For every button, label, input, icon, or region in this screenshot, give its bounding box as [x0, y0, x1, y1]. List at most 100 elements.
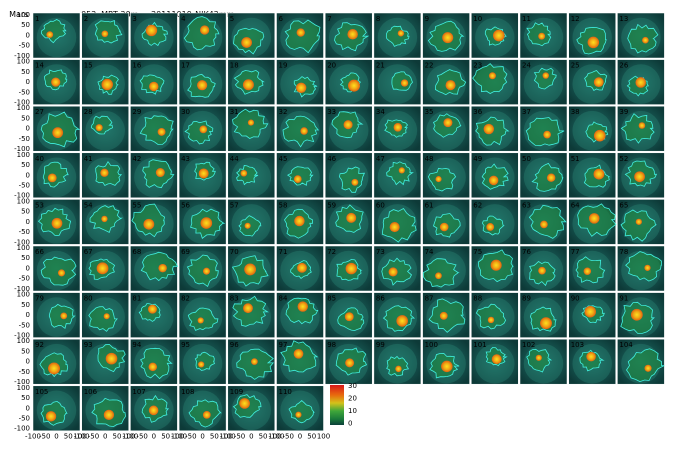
panel-hotspot: [588, 213, 600, 224]
map-panel: 9: [422, 12, 470, 59]
map-panel: 105: [32, 385, 81, 432]
map-panel: 21: [373, 59, 422, 105]
map-panel: 99: [373, 338, 422, 385]
map-panel: 65: [617, 199, 665, 245]
panel-label: 45: [279, 155, 288, 163]
map-panel: 33: [324, 105, 373, 152]
panel-label: 53: [35, 201, 44, 209]
panel-label: 52: [619, 155, 628, 163]
panel-label: 80: [84, 295, 93, 303]
map-panel: 107: [130, 385, 178, 432]
panel-hotspot: [100, 168, 109, 177]
panel-label: 38: [571, 108, 580, 116]
map-panel: 79: [32, 292, 81, 338]
y-tick-label: -100: [14, 378, 30, 386]
map-panel: 13: [617, 12, 665, 59]
panel-hotspot: [393, 123, 403, 132]
panel-hotspot: [295, 411, 302, 418]
x-tick-label: -100: [171, 432, 187, 440]
panel-hotspot: [535, 354, 542, 361]
panel-label: 4: [181, 15, 186, 23]
x-tick-label: 0: [200, 432, 204, 440]
panel-hotspot: [241, 37, 252, 48]
x-tick-label: 0: [54, 432, 58, 440]
panel-label: 98: [327, 341, 336, 349]
map-panel: 92: [32, 338, 81, 385]
plot-header: Mars: [4, 1, 28, 19]
panel-background: [276, 245, 324, 292]
panel-label: 26: [619, 62, 628, 70]
panel-label: 61: [425, 201, 434, 209]
panel-label: 93: [84, 341, 93, 349]
x-tick-label: 100: [268, 432, 281, 440]
panel-hotspot: [200, 25, 210, 35]
colorbar-fill: [330, 385, 344, 425]
panel-hotspot: [243, 303, 253, 314]
panel-hotspot: [103, 409, 115, 421]
x-tick-label: 0: [249, 432, 253, 440]
panel-label: 75: [473, 248, 482, 256]
panel-label: 100: [425, 341, 438, 349]
panel-label: 91: [619, 295, 628, 303]
map-panel: 102: [519, 338, 568, 385]
map-panel: 3: [130, 12, 178, 59]
panel-hotspot: [587, 36, 600, 49]
y-tick-label: 0: [26, 218, 30, 226]
panel-hotspot: [239, 398, 250, 409]
panel-hotspot: [486, 223, 495, 231]
y-tick-label: 50: [21, 347, 30, 355]
map-panel: 30: [178, 105, 227, 152]
map-panel: 27: [32, 105, 81, 152]
y-tick-label: 100: [17, 104, 30, 112]
map-panel: 2: [81, 12, 129, 59]
panel-hotspot: [635, 218, 642, 225]
panel-contour: [140, 347, 173, 380]
map-panel: 46: [324, 152, 373, 199]
x-tick-label: 50: [161, 432, 170, 440]
colorbar-tick-label: 30: [348, 382, 357, 390]
panel-hotspot: [293, 348, 304, 359]
panel-hotspot: [389, 222, 400, 233]
y-tick-label: -50: [19, 42, 30, 50]
y-tick-label: -50: [19, 414, 30, 422]
y-tick-label: 50: [21, 254, 30, 262]
panel-label: 81: [132, 295, 141, 303]
panel-label: 47: [376, 155, 385, 163]
panel-hotspot: [197, 317, 204, 324]
panel-label: 68: [132, 248, 141, 256]
panel-contour: [422, 258, 460, 288]
map-panel: 106: [81, 385, 129, 432]
panel-hotspot: [583, 267, 592, 276]
y-tick-label: 100: [17, 244, 30, 252]
panel-hotspot: [483, 123, 494, 135]
panel-label: 44: [230, 155, 239, 163]
panel-label: 17: [181, 62, 190, 70]
colorbar-tick-label: 10: [348, 407, 357, 415]
panel-hotspot: [488, 72, 496, 80]
y-tick-label: 50: [21, 394, 30, 402]
x-tick-label: -100: [74, 432, 90, 440]
y-tick-label: -100: [14, 332, 30, 340]
map-panel: 15: [81, 59, 129, 105]
panel-contour: [472, 63, 508, 94]
panel-label: 97: [279, 341, 288, 349]
panel-hotspot: [490, 259, 502, 271]
panel-label: 73: [376, 248, 385, 256]
panel-hotspot: [388, 267, 398, 277]
panel-hotspot: [51, 217, 63, 229]
x-tick-label: 0: [103, 432, 107, 440]
x-tick-label: 100: [317, 432, 330, 440]
panel-label: 20: [327, 62, 336, 70]
panel-hotspot: [46, 31, 54, 38]
panel-hotspot: [296, 82, 307, 93]
panel-label: 105: [35, 388, 48, 396]
panel-contour: [139, 115, 174, 145]
map-panel: 72: [324, 245, 373, 292]
panel-label: 3: [132, 15, 136, 23]
map-panel: 1: [32, 12, 81, 59]
map-panel: 8: [373, 12, 422, 59]
panel-label: 107: [132, 388, 145, 396]
panel-label: 2: [84, 15, 88, 23]
panel-hotspot: [202, 267, 211, 275]
map-panel: 110: [276, 385, 324, 432]
